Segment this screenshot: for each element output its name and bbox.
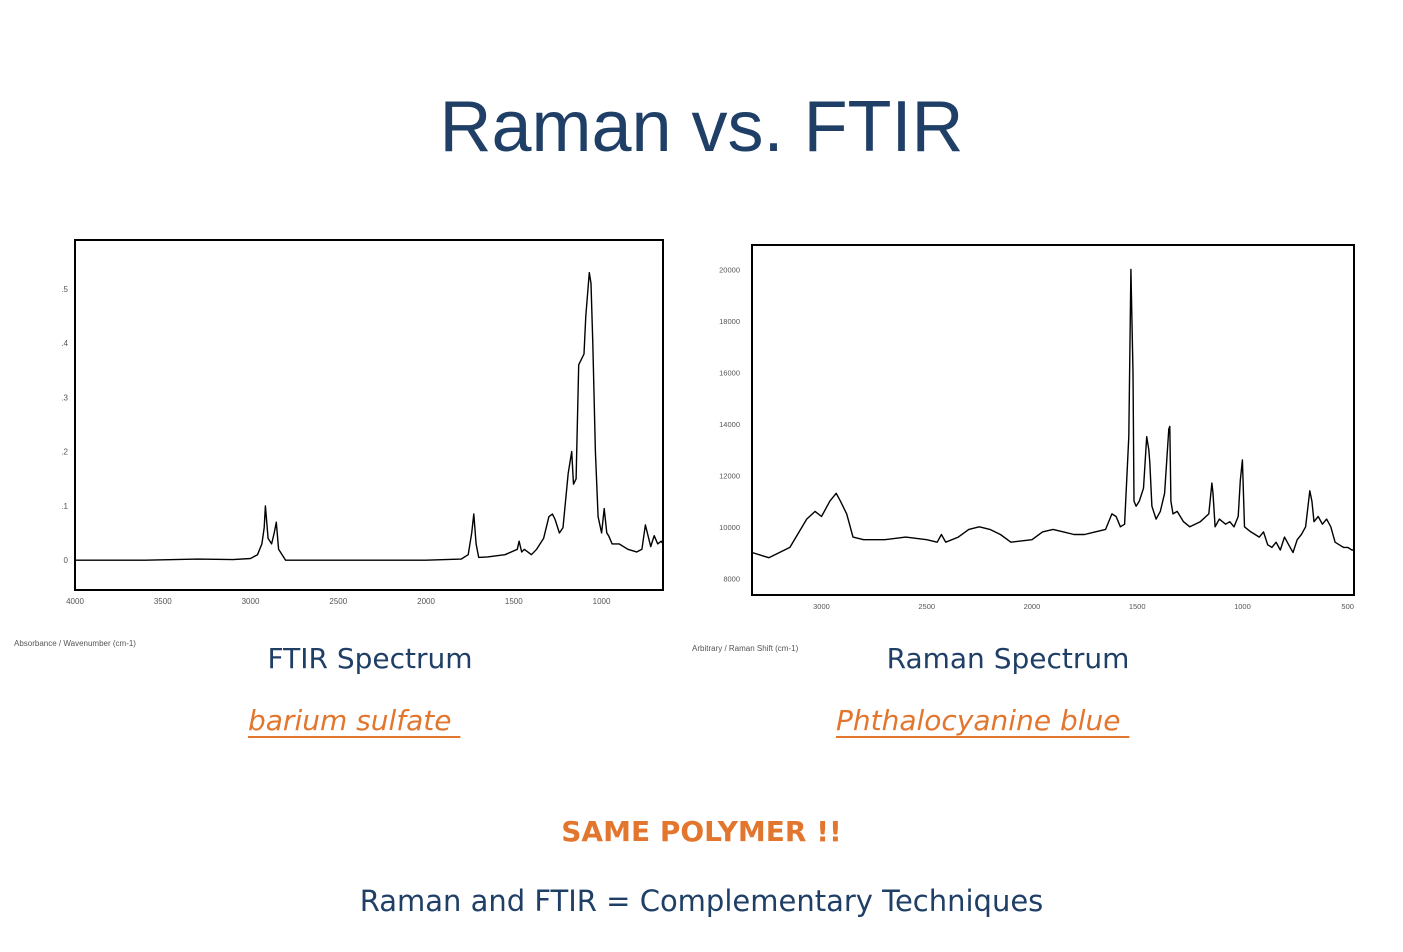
raman-y-tick-label: 18000 [719,317,740,326]
same-polymer-note: SAME POLYMER !! [561,815,842,848]
raman-x-tick-label: 1000 [1234,602,1251,611]
ftir-plot-frame [74,239,664,591]
ftir-x-tick-label: 2000 [417,597,435,606]
raman-sample-label: Phthalocyanine blue [836,704,1130,737]
raman-axis-caption: Arbitrary / Raman Shift (cm-1) [692,644,799,653]
ftir-x-tick-label: 2500 [329,597,347,606]
raman-x-tick-label: 3000 [813,602,830,611]
ftir-y-tick-label: .2 [61,448,68,457]
ftir-caption: FTIR Spectrum [267,642,473,675]
raman-x-tick-label: 1500 [1129,602,1146,611]
raman-y-tick-label: 8000 [723,574,740,583]
slide-title: Raman vs. FTIR [439,87,964,167]
ftir-y-tick-label: .3 [61,393,68,402]
raman-series-line [751,268,1354,559]
ftir-series-line [75,271,664,561]
raman-y-tick-label: 10000 [719,523,740,532]
ftir-x-tick-label: 4000 [66,597,84,606]
raman-plot-frame [751,244,1355,596]
raman-x-tick-label: 2000 [1024,602,1041,611]
complementary-note: Raman and FTIR = Complementary Technique… [359,884,1044,918]
ftir-chart: 4000 3500 3000 2500 2000 1500 1000 0 .1 .2 .3 .4 .5 [61,239,664,606]
ftir-axis-caption: Absorbance / Wavenumber (cm-1) [14,639,136,648]
raman-y-tick-label: 14000 [719,420,740,429]
raman-caption: Raman Spectrum [886,642,1130,675]
ftir-x-tick-label: 3500 [154,597,172,606]
raman-x-tick-label: 2500 [918,602,935,611]
raman-x-tick-label: 500 [1341,602,1354,611]
raman-chart: 3000 2500 2000 1500 1000 500 8000 10000 12000 140… [719,244,1355,611]
ftir-sample-label: barium sulfate [248,704,461,737]
raman-y-tick-label: 20000 [719,265,740,274]
ftir-y-tick-label: 0 [64,556,69,565]
ftir-x-tick-label: 1000 [593,597,611,606]
ftir-y-tick-label: .5 [61,285,68,294]
raman-y-tick-label: 16000 [719,368,740,377]
ftir-x-tick-label: 1500 [505,597,523,606]
ftir-x-tick-label: 3000 [242,597,260,606]
raman-y-tick-label: 12000 [719,471,740,480]
ftir-y-tick-label: .4 [61,339,68,348]
ftir-y-tick-label: .1 [61,502,68,511]
